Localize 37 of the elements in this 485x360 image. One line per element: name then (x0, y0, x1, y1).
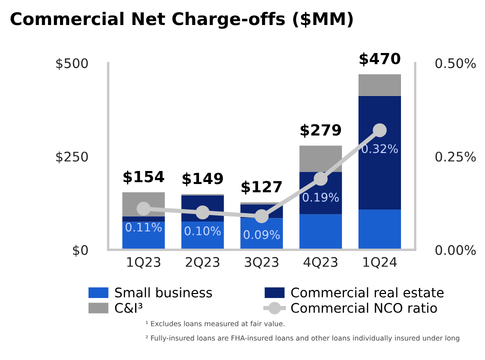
bar (358, 96, 401, 210)
total-label: $127 (242, 180, 282, 195)
legend-label: Small business (115, 287, 212, 298)
legend-label: C&I³ (115, 302, 142, 313)
bar (122, 216, 165, 222)
bar (358, 74, 401, 96)
data-label: 0.09% (244, 230, 280, 240)
legend-label: Commercial real estate (291, 287, 444, 298)
x-tick-label: 4Q23 (304, 257, 338, 269)
y2-tick-label: 0.50% (435, 58, 476, 68)
x-tick-label: 2Q23 (186, 257, 220, 269)
total-label: $149 (182, 172, 223, 186)
total-label: $279 (300, 124, 341, 138)
y-tick-label: $0 (73, 244, 88, 257)
point (314, 172, 328, 186)
legend-label: Commercial NCO ratio (291, 302, 437, 313)
x-tick-label: 3Q23 (244, 257, 278, 269)
bar (181, 221, 224, 250)
y2-tick-label: 0.25% (435, 152, 476, 162)
data-label: 0.32% (362, 144, 398, 154)
data-label: 0.10% (184, 226, 221, 236)
y-tick-label: $250 (56, 151, 88, 164)
bar (358, 209, 401, 250)
data-label: 0.19% (302, 192, 339, 202)
total-label: $154 (124, 170, 164, 184)
bar (299, 146, 342, 172)
x-tick-label: 1Q24 (363, 257, 397, 269)
y-tick-label: $500 (56, 58, 88, 70)
point (372, 123, 387, 138)
y2-tick-label: 0.00% (435, 245, 476, 256)
x-tick-label: 1Q23 (127, 257, 160, 269)
total-label: $470 (360, 52, 400, 66)
bar (122, 222, 165, 250)
data-label: 0.11% (126, 222, 162, 232)
point (254, 209, 269, 224)
bar (299, 214, 342, 250)
chart-title: Commercial Net Charge-offs ($MM) (10, 12, 353, 29)
